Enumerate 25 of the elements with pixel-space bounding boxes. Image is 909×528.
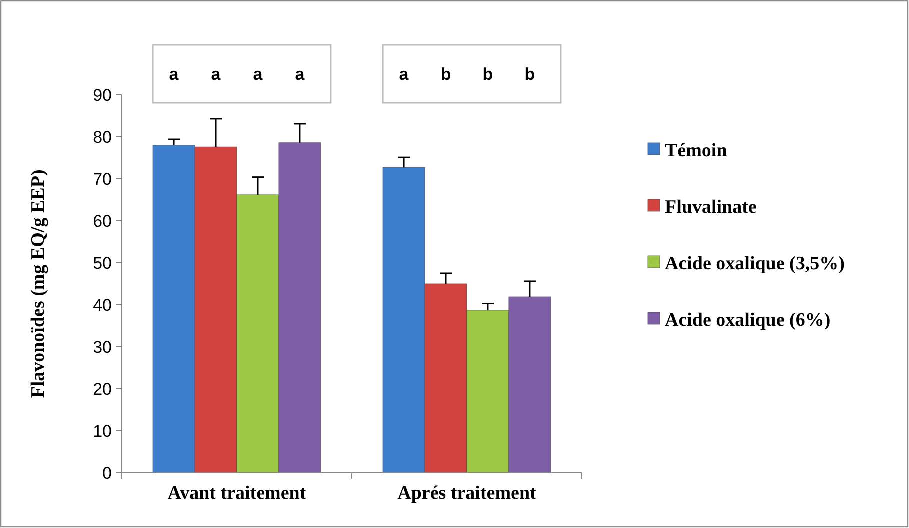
y-tick-label: 50 xyxy=(93,254,112,273)
text: a xyxy=(399,65,410,84)
text: b xyxy=(440,65,452,84)
text: a xyxy=(169,65,180,84)
text: a xyxy=(211,65,222,84)
text: a xyxy=(253,65,264,84)
text: b xyxy=(524,65,536,84)
y-tick-label: 80 xyxy=(93,128,112,147)
y-tick-label: 60 xyxy=(93,212,112,231)
legend-label: Fluvalinate xyxy=(665,197,757,218)
y-tick-label: 0 xyxy=(102,464,112,483)
legend-label: Témoin xyxy=(665,140,728,162)
y-tick-label: 30 xyxy=(93,338,112,357)
legend-label: Acide oxalique (3,5%) xyxy=(665,254,845,275)
text: a xyxy=(295,65,306,84)
text: b xyxy=(482,65,494,84)
y-tick-label: 10 xyxy=(93,422,112,441)
y-axis-title: Flavonoïdes (mg EQ/g EEP) xyxy=(28,170,49,398)
x-tick-label: Aprés traitement xyxy=(398,483,538,504)
y-tick-label: 40 xyxy=(93,296,112,315)
y-tick-label: 70 xyxy=(93,170,112,189)
y-tick-label: 90 xyxy=(93,86,112,105)
y-tick-label: 20 xyxy=(93,380,112,399)
legend-label: Acide oxalique (6%) xyxy=(665,310,831,332)
x-tick-label: Avant traitement xyxy=(168,483,307,504)
